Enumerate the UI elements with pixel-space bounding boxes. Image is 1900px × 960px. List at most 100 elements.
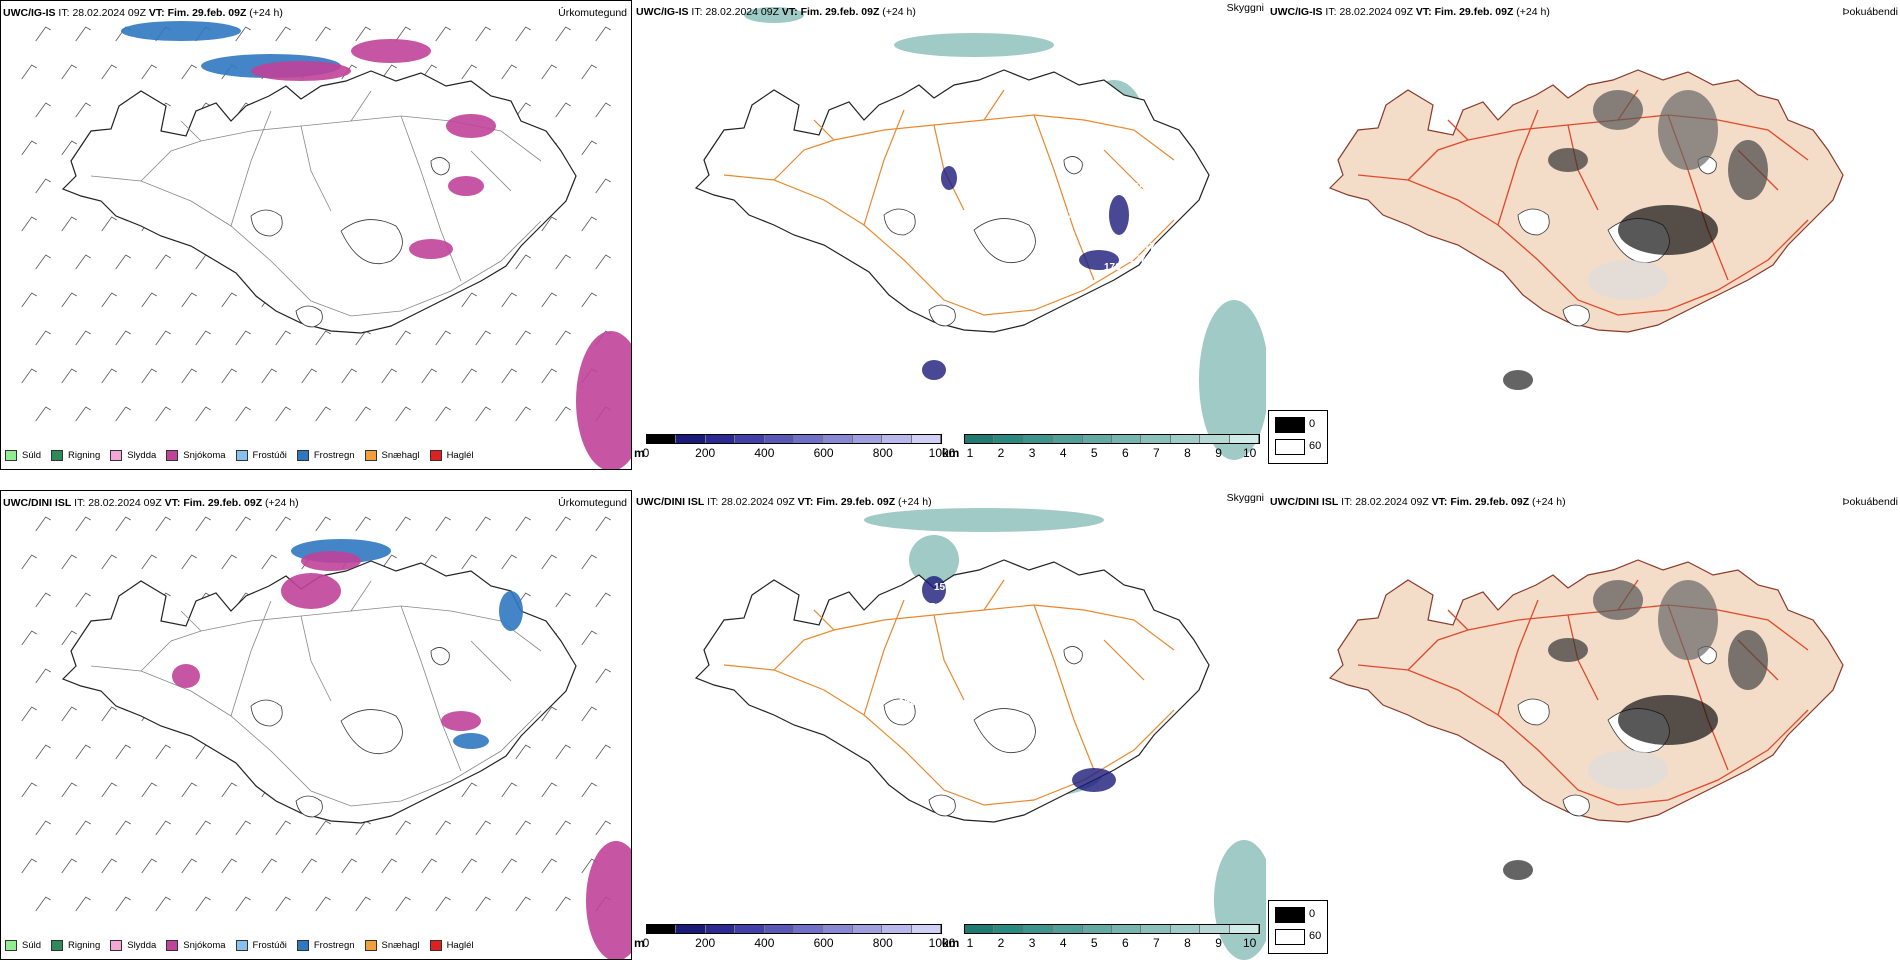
ceiling-tick-label: 600: [813, 936, 834, 950]
glacier-outline: [250, 209, 283, 237]
wind-barb: [101, 216, 117, 232]
wind-barb: [315, 516, 331, 532]
legend-label: Frostúði: [252, 940, 287, 951]
wind-barb: [221, 292, 237, 308]
legend-label: Haglél: [446, 940, 474, 951]
wind-barb: [61, 782, 77, 798]
fog-swatch-high: [1275, 439, 1305, 455]
it-label: IT:: [1325, 6, 1337, 18]
wind-barb: [221, 554, 237, 570]
road-line: [813, 119, 835, 141]
fog-indicator-area: [1593, 90, 1643, 130]
legend-swatch: [235, 940, 248, 951]
glacier-outline: [295, 305, 323, 328]
ceiling-area: [941, 166, 957, 190]
glacier-outline: [340, 709, 403, 755]
visibility-tick-label: 3: [1028, 446, 1036, 460]
ceiling-tick-label: 1000: [928, 446, 956, 460]
wind-barb: [115, 330, 131, 346]
road-line: [863, 109, 905, 226]
wind-barb: [155, 516, 171, 532]
legend-label: Súld: [22, 940, 42, 951]
wind-barb: [101, 368, 117, 384]
legend-label: Rigning: [68, 940, 101, 951]
wind-barb: [181, 292, 197, 308]
precip-area: [441, 711, 481, 731]
wind-barb: [595, 102, 611, 118]
wind-barb: [475, 406, 491, 422]
wind-barb: [541, 292, 557, 308]
visibility-panel: UWC/DINI ISL IT: 28.02.2024 09Z VT: Fim.…: [634, 490, 1266, 960]
wind-barb: [75, 592, 91, 608]
road-line: [230, 110, 272, 227]
wind-barb: [275, 820, 291, 836]
road-line: [350, 580, 372, 612]
wind-barb: [261, 858, 277, 874]
run-header: UWC/IG-IS IT: 28.02.2024 09Z VT: Fim. 29…: [1270, 6, 1550, 18]
wind-barb: [195, 516, 211, 532]
wind-barb: [181, 368, 197, 384]
model-name: UWC/DINI ISL: [3, 497, 72, 509]
wind-barb: [435, 896, 451, 912]
wind-barb: [221, 368, 237, 384]
fog-swatch-high: [1275, 929, 1305, 945]
visibility-tick-label: 10: [1242, 446, 1257, 460]
legend-swatch: [5, 940, 17, 951]
legend-item: Frostregn: [296, 940, 355, 951]
visibility-value-label: 176: [1144, 242, 1161, 253]
wind-barb: [35, 178, 51, 194]
glacier-outline: [1562, 794, 1590, 817]
road-line: [180, 120, 202, 142]
ceiling-area: [922, 576, 946, 604]
glacier-outline: [1517, 698, 1550, 726]
ceiling-tick-label: 0: [642, 446, 650, 460]
wind-barb: [421, 554, 437, 570]
road-line: [1497, 109, 1539, 226]
wind-barb: [35, 330, 51, 346]
glacier-outline: [928, 794, 956, 817]
precip-area: [121, 21, 241, 41]
wind-barb: [275, 26, 291, 42]
precip-type-map: [21, 21, 631, 469]
iceland-coastline: [61, 70, 577, 334]
wind-barb: [515, 102, 531, 118]
wind-barb: [515, 744, 531, 760]
legend-swatch: [110, 450, 123, 461]
wind-barb: [75, 896, 91, 912]
wind-barb: [501, 858, 517, 874]
model-name: UWC/IG-IS: [3, 7, 56, 19]
road-line: [983, 89, 1005, 121]
wind-barb: [555, 406, 571, 422]
wind-barb: [155, 896, 171, 912]
wind-barb: [35, 592, 51, 608]
visibility-value-label: 150: [1134, 182, 1151, 193]
wind-barb: [155, 254, 171, 270]
visibility-tick-label: 7: [1153, 936, 1160, 950]
precip-area: [251, 61, 351, 81]
wind-barb: [35, 26, 51, 42]
road-line: [863, 599, 905, 716]
ceiling-tick-label: 400: [754, 936, 775, 950]
valid-time: Fim. 29.feb. 09Z: [1434, 6, 1514, 18]
wind-barb: [21, 64, 37, 80]
wind-barb: [595, 178, 611, 194]
wind-barb: [595, 592, 611, 608]
road-line: [470, 640, 512, 682]
wind-barb: [21, 368, 37, 384]
wind-barb: [75, 26, 91, 42]
vt-label: VT:: [781, 6, 798, 18]
wind-barb: [101, 782, 117, 798]
wind-barb: [155, 406, 171, 422]
wind-barb: [21, 554, 37, 570]
wind-barb: [141, 554, 157, 570]
wind-barb: [35, 516, 51, 532]
vt-label: VT:: [164, 497, 181, 509]
wind-barb: [235, 896, 251, 912]
wind-barb: [435, 820, 451, 836]
wind-barb: [35, 744, 51, 760]
wind-barb: [101, 554, 117, 570]
wind-barb: [61, 858, 77, 874]
visibility-tick-label: 6: [1121, 446, 1129, 460]
road-line: [1407, 114, 1809, 181]
